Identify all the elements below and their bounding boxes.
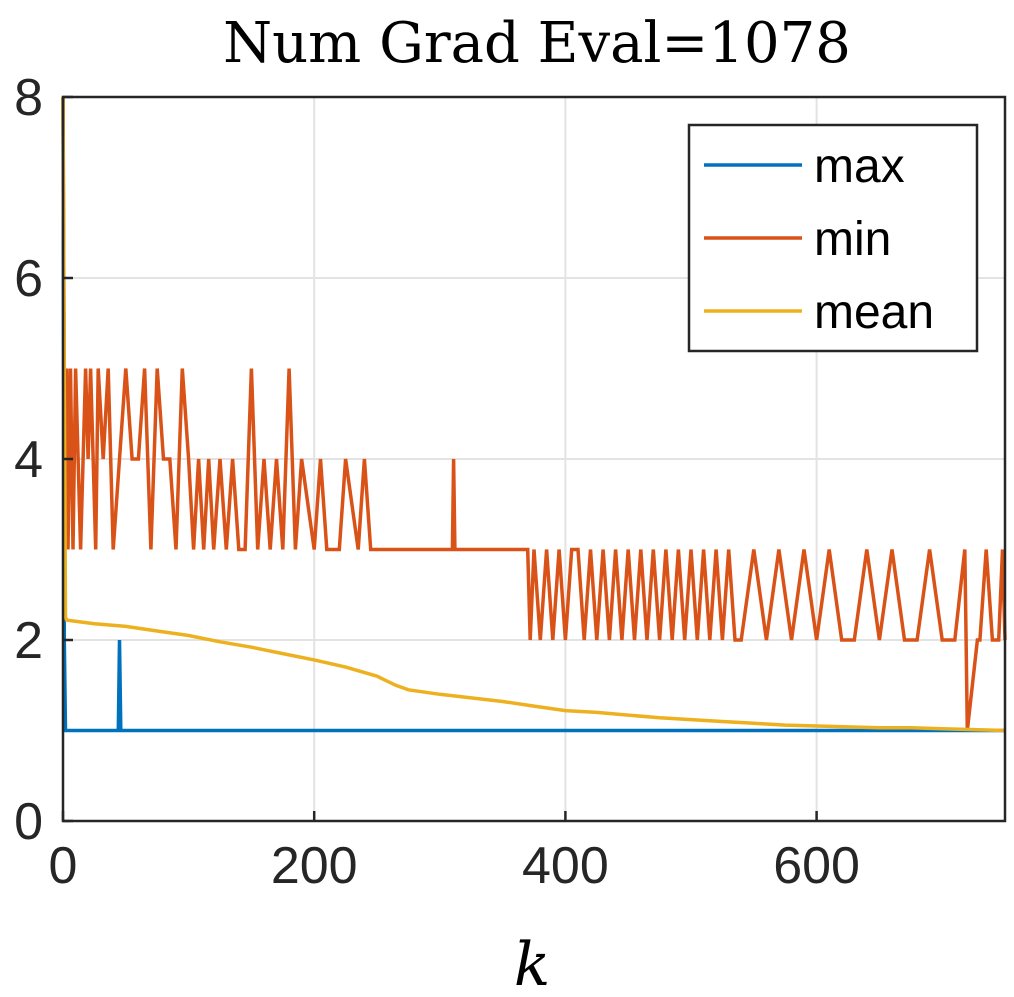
x-tick-label-2: 400 — [522, 837, 609, 895]
series-line-mean — [61, 96, 1006, 733]
chart-title: Num Grad Eval=1078 — [223, 11, 851, 76]
series-line-min — [61, 96, 1007, 731]
x-tick-label-3: 600 — [773, 837, 860, 895]
y-tick-label-2: 4 — [14, 431, 43, 489]
y-tick-label-4: 8 — [14, 69, 43, 127]
x-tick-label-1: 200 — [271, 837, 358, 895]
x-tick-label-0: 0 — [49, 837, 78, 895]
x-axis-label: k — [514, 930, 550, 997]
y-tick-label-3: 6 — [14, 250, 43, 308]
legend: max min mean — [687, 123, 979, 353]
legend-label-mean: mean — [814, 286, 934, 339]
y-tick-label-0: 0 — [14, 793, 43, 851]
ticks: 0 200 400 600 0 2 4 6 8 — [14, 69, 860, 895]
legend-label-max: max — [814, 140, 905, 193]
legend-label-min: min — [814, 213, 891, 266]
y-tick-label-1: 2 — [14, 612, 43, 670]
